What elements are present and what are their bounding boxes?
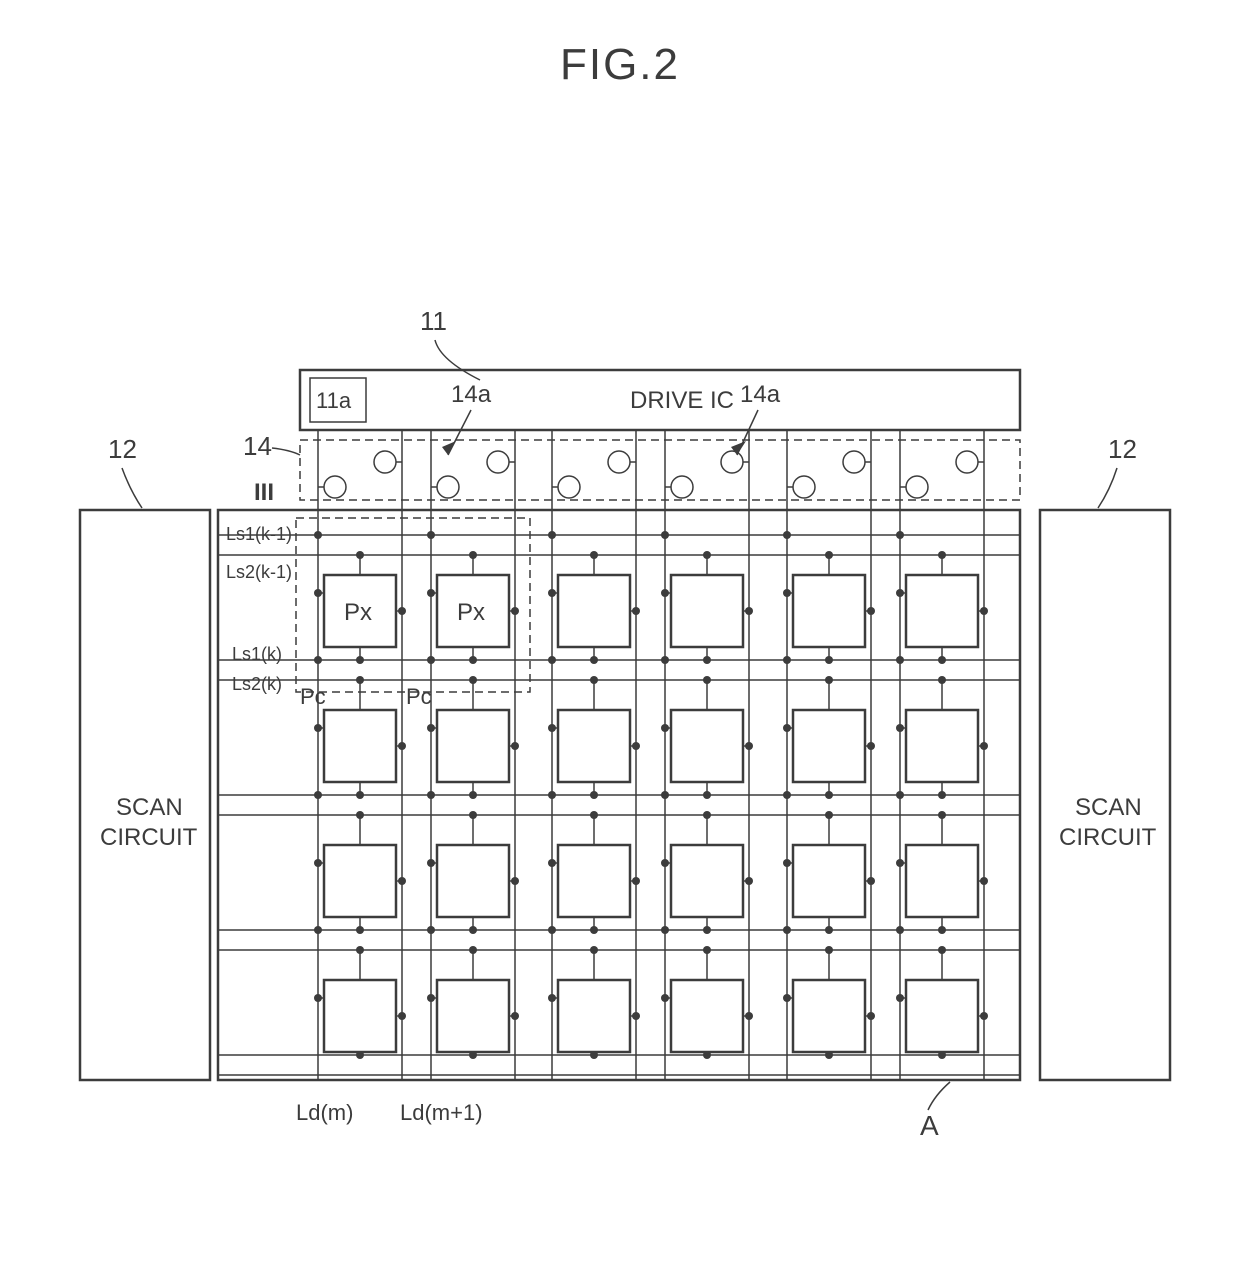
scan-right-l2: CIRCUIT — [1059, 824, 1157, 851]
col-6 — [900, 430, 984, 1080]
callout-14: 14 — [243, 431, 272, 461]
esd-region — [300, 440, 1020, 500]
leader-12-right — [1098, 468, 1117, 508]
px-label-2: Px — [457, 599, 485, 626]
leader-14 — [272, 448, 300, 455]
px-label-1: Px — [344, 599, 372, 626]
diagram-svg: 11 DRIVE IC 11a 14a 14a 14 12 12 III SCA… — [0, 0, 1240, 1265]
area-label-a: A — [920, 1110, 939, 1141]
row-label-ls1km1: Ls1(k-1) — [226, 524, 292, 544]
row-label-ls2k: Ls2(k) — [232, 674, 282, 694]
col-2 — [431, 430, 515, 1080]
scan-left-l2: CIRCUIT — [100, 824, 198, 851]
leader-a — [928, 1082, 950, 1110]
row-label-ls1k: Ls1(k) — [232, 644, 282, 664]
row-label-ls2km1: Ls2(k-1) — [226, 562, 292, 582]
pc-label-2: Pc — [406, 684, 432, 709]
esd-14a-2: 14a — [740, 381, 781, 408]
highlight-iii — [296, 518, 530, 692]
drive-ic-label: DRIVE IC — [630, 387, 734, 414]
scan-right-l1: SCAN — [1075, 794, 1142, 821]
sub-11a-label: 11a — [316, 388, 352, 413]
pixel-grid — [324, 575, 978, 1052]
col-1 — [318, 430, 402, 1080]
col-label-ldm1: Ld(m+1) — [400, 1100, 483, 1125]
region-iii-label: III — [254, 479, 274, 506]
scan-left-l1: SCAN — [116, 794, 183, 821]
callout-11: 11 — [420, 306, 447, 336]
callout-12-left: 12 — [108, 434, 137, 464]
arrowhead-14a-1 — [442, 441, 456, 455]
col-4 — [665, 430, 749, 1080]
leader-12-left — [122, 468, 142, 508]
pc-label-1: Pc — [300, 684, 326, 709]
col-3 — [552, 430, 636, 1080]
esd-14a-1: 14a — [451, 381, 492, 408]
leader-11 — [435, 340, 480, 380]
callout-12-right: 12 — [1108, 434, 1137, 464]
col-label-ldm: Ld(m) — [296, 1100, 353, 1125]
col-5 — [787, 430, 871, 1080]
